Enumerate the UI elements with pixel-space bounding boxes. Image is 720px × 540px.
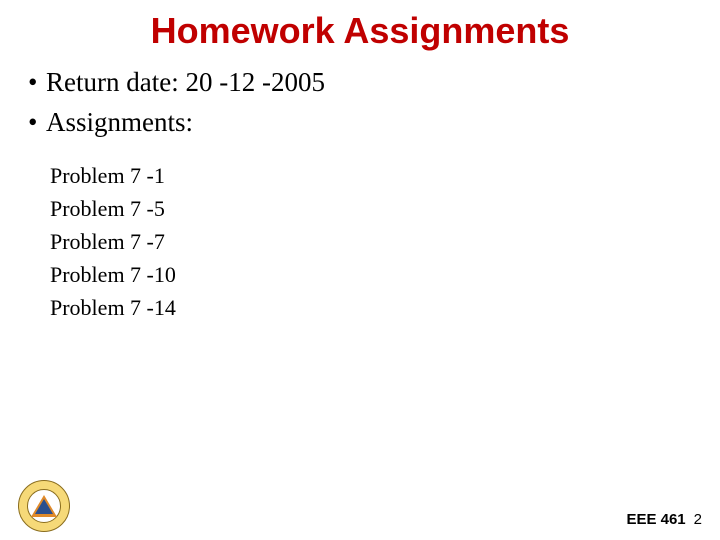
course-code: EEE 461 xyxy=(626,511,685,528)
problem-list: Problem 7 -1 Problem 7 -5 Problem 7 -7 P… xyxy=(0,145,720,324)
slide-footer: EEE 461 2 xyxy=(626,511,702,528)
institution-logo xyxy=(18,480,70,532)
problem-item: Problem 7 -7 xyxy=(50,225,720,258)
page-number: 2 xyxy=(694,511,702,528)
problem-item: Problem 7 -1 xyxy=(50,159,720,192)
problem-item: Problem 7 -14 xyxy=(50,291,720,324)
logo-triangle-inner-icon xyxy=(35,499,53,514)
problem-item: Problem 7 -10 xyxy=(50,258,720,291)
bullet-marker: • xyxy=(28,104,46,140)
bullet-marker: • xyxy=(28,64,46,100)
problem-item: Problem 7 -5 xyxy=(50,192,720,225)
bullet-text: Return date: 20 -12 -2005 xyxy=(46,67,325,97)
bullet-list: •Return date: 20 -12 -2005 •Assignments: xyxy=(0,60,720,141)
bullet-text: Assignments: xyxy=(46,107,193,137)
bullet-item: •Return date: 20 -12 -2005 xyxy=(28,64,720,100)
bullet-item: •Assignments: xyxy=(28,104,720,140)
slide-title: Homework Assignments xyxy=(0,0,720,60)
